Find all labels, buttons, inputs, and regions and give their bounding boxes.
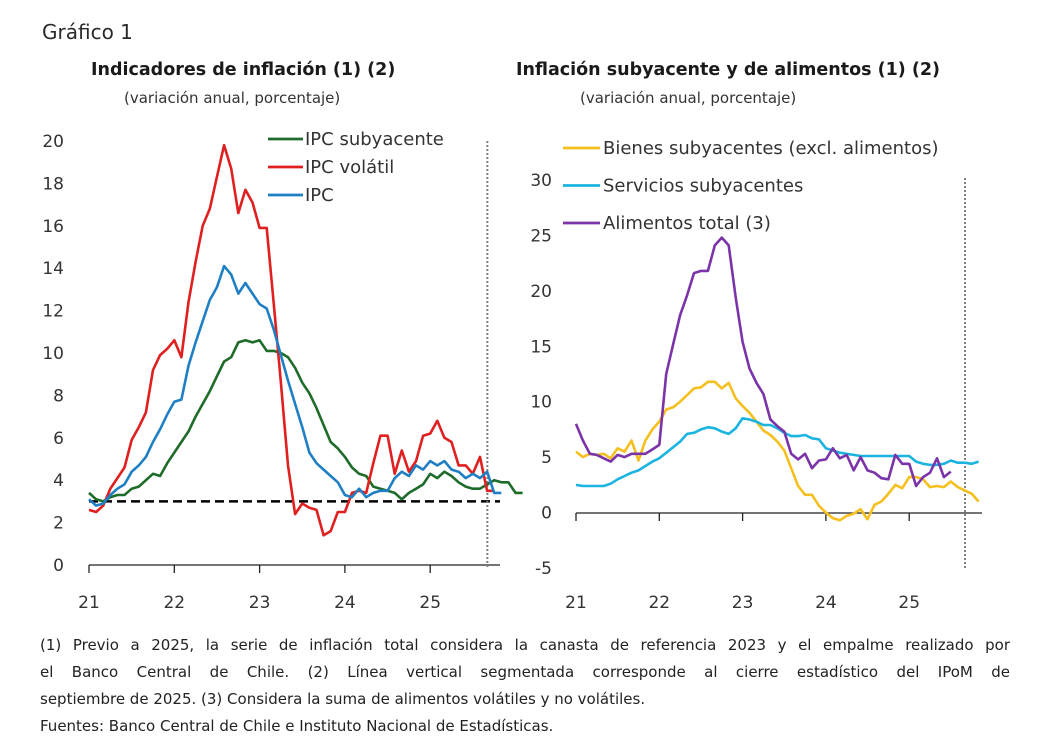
- series-line-bienes-subyacentes-excl-alimentos-: [575, 380, 980, 522]
- figure-label: Gráfico 1: [42, 20, 133, 44]
- y-tick-label: 5: [541, 448, 552, 468]
- x-tick-label: 25: [419, 593, 441, 613]
- y-tick-label: 14: [42, 259, 64, 279]
- chart-1-title: Indicadores de inflación (1) (2): [91, 60, 396, 80]
- chart-2-title: Inflación subyacente y de alimentos (1) …: [516, 60, 941, 80]
- chart-2-subtitle: (variación anual, porcentaje): [580, 89, 797, 107]
- y-tick-label: 25: [530, 226, 552, 246]
- y-tick-label: 0: [541, 504, 552, 524]
- footnote-line-1: (1) Previo a 2025, la serie de inflación…: [40, 636, 1010, 654]
- y-tick-label: 2: [53, 514, 64, 534]
- x-tick-label: 25: [898, 593, 920, 613]
- y-tick-label: 10: [530, 393, 552, 413]
- y-tick-label: 20: [530, 282, 552, 302]
- sources-line: Fuentes: Banco Central de Chile e Instit…: [40, 717, 554, 735]
- y-tick-label: 12: [42, 302, 64, 322]
- x-tick-label: 24: [334, 593, 356, 613]
- y-tick-label: 0: [53, 556, 64, 576]
- y-tick-label: 15: [530, 337, 552, 357]
- chart-1-subtitle: (variación anual, porcentaje): [124, 89, 341, 107]
- series-line-servicios-subyacentes: [575, 416, 979, 488]
- series-line-ipc-subyacente: [88, 338, 523, 503]
- footnotes: (1) Previo a 2025, la serie de inflación…: [40, 632, 1010, 740]
- y-tick-label: 20: [42, 132, 64, 152]
- x-tick-label: 23: [732, 593, 754, 613]
- footnote-line-2: el Banco Central de Chile. (2) Línea ver…: [40, 663, 1010, 681]
- footnote-line-3: septiembre de 2025. (3) Considera la sum…: [40, 690, 646, 708]
- legend-label: IPC subyacente: [305, 129, 444, 150]
- x-tick-label: 22: [163, 593, 185, 613]
- legend-label: Alimentos total (3): [603, 213, 771, 234]
- x-tick-label: 21: [565, 593, 587, 613]
- legend-label: IPC: [305, 185, 334, 206]
- y-tick-label: 6: [53, 429, 64, 449]
- legend-label: IPC volátil: [305, 157, 394, 178]
- x-tick-label: 23: [249, 593, 271, 613]
- x-tick-label: 24: [815, 593, 837, 613]
- chart-2: -5 0 5 10 15 20 25 30 21 22 23 24 25 Bienes subyacent…: [530, 138, 982, 613]
- y-tick-label: 30: [530, 171, 552, 191]
- y-tick-label: -5: [535, 559, 552, 579]
- legend-label: Bienes subyacentes (excl. alimentos): [603, 138, 939, 159]
- series-line-alimentos-total-3-: [574, 236, 952, 488]
- y-tick-label: 16: [42, 217, 64, 237]
- series-line-ipc: [88, 264, 502, 507]
- x-tick-label: 21: [78, 593, 100, 613]
- legend-label: Servicios subyacentes: [603, 176, 803, 197]
- x-tick-label: 22: [648, 593, 670, 613]
- series-line-ipc-vol-til: [88, 143, 495, 537]
- y-tick-label: 10: [42, 344, 64, 364]
- y-tick-label: 4: [53, 471, 64, 491]
- y-tick-label: 18: [42, 174, 64, 194]
- y-tick-label: 8: [53, 386, 64, 406]
